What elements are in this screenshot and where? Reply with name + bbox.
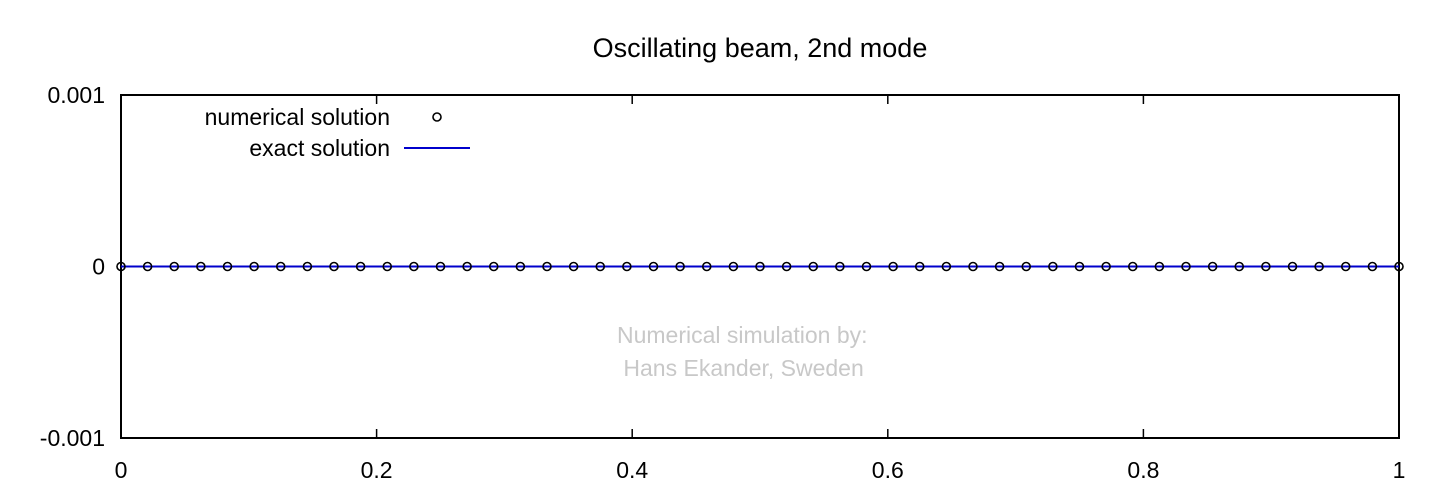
- legend-marker-numerical: [432, 112, 442, 122]
- numerical-solution-point: [196, 261, 206, 272]
- numerical-solution-point: [728, 261, 739, 272]
- numerical-solution-point: [1048, 261, 1058, 272]
- numerical-solution-point: [1021, 261, 1032, 272]
- numerical-solution-point: [116, 261, 126, 272]
- numerical-solution-point: [169, 261, 180, 272]
- numerical-solution-point: [142, 261, 153, 272]
- numerical-solution-point: [1127, 261, 1138, 272]
- numerical-solution-point: [1154, 261, 1165, 272]
- numerical-solution-point: [1287, 261, 1298, 272]
- y-tick-label: 0: [92, 254, 105, 280]
- numerical-solution-point: [488, 261, 499, 272]
- axis-ticks: 0 0.2 0.4 0.6 0.8 1 -0.001 0 0.001: [40, 82, 1406, 483]
- numerical-solution-point: [888, 261, 898, 272]
- numerical-solution-point: [1207, 261, 1218, 272]
- numerical-solution-point: [941, 261, 952, 272]
- numerical-solution-point: [808, 261, 819, 272]
- numerical-solution-point: [1394, 261, 1404, 272]
- x-tick-label: 0.6: [872, 457, 904, 483]
- numerical-solution-point: [1261, 261, 1271, 272]
- numerical-solution-point: [1234, 261, 1245, 272]
- numerical-solution-point: [675, 261, 685, 272]
- x-tick-label: 0.2: [361, 457, 393, 483]
- numerical-solution-point: [568, 261, 579, 272]
- numerical-solution-point: [302, 261, 313, 272]
- numerical-solution-point: [435, 261, 446, 272]
- numerical-solution-point: [701, 261, 712, 272]
- legend-label-exact: exact solution: [249, 135, 390, 161]
- chart-title: Oscillating beam, 2nd mode: [593, 33, 928, 63]
- x-tick-label: 0: [115, 457, 128, 483]
- numerical-solution-point: [462, 261, 472, 272]
- numerical-solution-point: [648, 261, 659, 272]
- series-layer: [116, 261, 1404, 272]
- numerical-solution-point: [861, 261, 872, 272]
- numerical-solution-point: [835, 261, 845, 272]
- y-tick-label: -0.001: [40, 425, 105, 451]
- numerical-solution-point: [1340, 261, 1351, 272]
- numerical-solution-point: [515, 261, 526, 272]
- x-tick-label: 0.8: [1127, 457, 1159, 483]
- y-tick-label: 0.001: [47, 82, 105, 108]
- numerical-solution-point: [275, 261, 286, 272]
- numerical-solution-point: [755, 261, 765, 272]
- x-tick-label: 0.4: [616, 457, 648, 483]
- numerical-solution-point: [1367, 261, 1378, 272]
- numerical-solution-point: [595, 261, 606, 272]
- legend-label-numerical: numerical solution: [205, 104, 390, 130]
- numerical-solution-point: [1101, 261, 1111, 272]
- numerical-solution-point: [382, 261, 393, 272]
- x-tick-label: 1: [1393, 457, 1406, 483]
- numerical-solution-point: [968, 261, 978, 272]
- numerical-solution-point: [222, 261, 233, 272]
- numerical-solution-point: [542, 261, 552, 272]
- numerical-solution-point: [781, 261, 792, 272]
- numerical-solution-point: [1181, 261, 1191, 272]
- numerical-solution-point: [329, 261, 339, 272]
- numerical-solution-point: [409, 261, 419, 272]
- numerical-solution-point: [1074, 261, 1085, 272]
- credit-line-2: Hans Ekander, Sweden: [617, 355, 864, 381]
- credit-annotation: Numerical simulation by: Hans Ekander, S…: [617, 322, 868, 381]
- numerical-solution-point: [994, 261, 1005, 272]
- numerical-solution-point: [1314, 261, 1324, 272]
- numerical-solution-point: [355, 261, 366, 272]
- numerical-solution-point: [622, 261, 632, 272]
- numerical-solution-point: [914, 261, 925, 272]
- credit-line-1: Numerical simulation by:: [617, 322, 868, 348]
- legend: numerical solution exact solution: [205, 104, 470, 161]
- numerical-solution-point: [249, 261, 259, 272]
